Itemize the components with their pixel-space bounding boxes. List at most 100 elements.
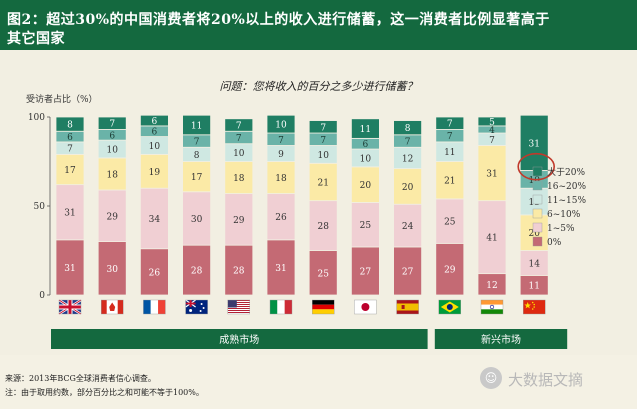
data-label: 30 (191, 215, 203, 225)
data-label: 11 (444, 148, 455, 158)
data-label: 30 (106, 265, 118, 275)
flag-border (58, 299, 82, 315)
flag-border (227, 299, 251, 315)
bar-segment (477, 200, 507, 275)
flag-part (227, 307, 250, 308)
data-label: 7 (236, 134, 242, 144)
flag-part (158, 300, 166, 314)
data-label: 26 (149, 268, 161, 278)
flag-part (284, 300, 292, 314)
data-label: 7 (320, 136, 326, 146)
data-label: 6 (67, 133, 73, 143)
flag-star (199, 310, 202, 312)
flag-star (189, 309, 193, 312)
flag-star (202, 307, 205, 309)
data-label: 29 (233, 216, 245, 226)
italy-flag (270, 300, 278, 314)
legend-swatch (532, 166, 543, 177)
bar-segment (393, 246, 423, 296)
bar-segment (139, 248, 169, 296)
data-label: 8 (194, 151, 200, 161)
bar-segment (350, 246, 380, 296)
france-flag (143, 300, 151, 314)
data-label: 28 (233, 267, 245, 277)
data-label: 31 (64, 209, 75, 219)
bar-segment (55, 153, 85, 186)
data-label: 12 (402, 154, 413, 164)
data-label: 18 (275, 174, 287, 184)
flag-part (227, 311, 250, 312)
flag-part (312, 309, 335, 314)
flag-part (101, 300, 107, 314)
flag-part (150, 300, 159, 314)
bar-segment (97, 189, 127, 242)
data-label: 17 (191, 173, 203, 183)
flag-part (227, 306, 250, 307)
flag-part (312, 304, 335, 310)
data-label: 7 (67, 145, 73, 155)
data-label: 10 (360, 154, 372, 164)
legend-label: 16~20% (547, 182, 586, 192)
data-label: 41 (486, 234, 497, 244)
data-label: 21 (317, 178, 328, 188)
source-note: 来源：2013年BCG全球消费者信心调查。 (5, 374, 156, 383)
bar-segment (266, 114, 296, 134)
bar-segment (224, 193, 254, 246)
flag-part (401, 305, 405, 309)
data-label: 27 (402, 267, 414, 277)
data-label: 8 (67, 121, 73, 131)
flag-part (227, 301, 250, 302)
legend-label: 6~10% (547, 210, 581, 220)
legend-label: 11~15% (547, 196, 586, 206)
flag-part (277, 300, 285, 314)
data-label: 28 (191, 267, 203, 277)
flag-part (227, 313, 250, 314)
flag-part (489, 304, 495, 310)
bar-segment (139, 114, 169, 127)
bar-segment (477, 145, 507, 202)
flag-border (143, 299, 166, 315)
flag-border (312, 299, 335, 315)
flag-star (200, 303, 203, 305)
group-label: 新兴市场 (481, 333, 521, 346)
bar-segment (266, 239, 296, 296)
flag-part (446, 304, 453, 310)
bar-segment (308, 120, 338, 134)
data-label: 7 (320, 123, 326, 133)
bar-segment (97, 241, 127, 296)
bar-segment (519, 114, 549, 171)
data-label: 7 (236, 122, 242, 132)
flag-part (481, 309, 503, 314)
data-label: 25 (444, 218, 456, 228)
bar-segment (308, 200, 338, 251)
watermark: ☺ 大数据文摘 (470, 366, 637, 390)
data-label: 18 (106, 170, 118, 180)
bar-segment (55, 184, 85, 241)
bar-segment (182, 244, 212, 296)
bar-segment (224, 161, 254, 194)
data-label: 19 (149, 168, 161, 178)
flag-part (227, 304, 250, 305)
data-label: 31 (275, 264, 286, 274)
data-label: 31 (64, 264, 75, 274)
data-label: 31 (528, 139, 539, 149)
page-title-line1: 图2：超过30%的中国消费者将20%以上的收入进行储蓄，这一消费者比例显著高于 (7, 12, 550, 28)
bar-segment (55, 239, 85, 296)
flag-star (533, 306, 535, 308)
data-label: 11 (191, 122, 202, 132)
flag-part (117, 300, 124, 314)
watermark-text: 大数据文摘 (508, 371, 584, 389)
flag-part (227, 302, 250, 303)
data-label: 8 (405, 124, 411, 134)
bar-segment (224, 118, 254, 132)
flag-star (533, 303, 535, 306)
data-label: 34 (149, 215, 161, 225)
bar-segment (393, 203, 423, 248)
bar-segment (55, 116, 85, 132)
maple-leaf (109, 302, 116, 311)
legend-label: 0% (547, 238, 562, 248)
bar-segment (477, 116, 507, 127)
data-label: 18 (233, 174, 245, 184)
data-label: 24 (402, 222, 414, 232)
flag-part (227, 305, 250, 306)
